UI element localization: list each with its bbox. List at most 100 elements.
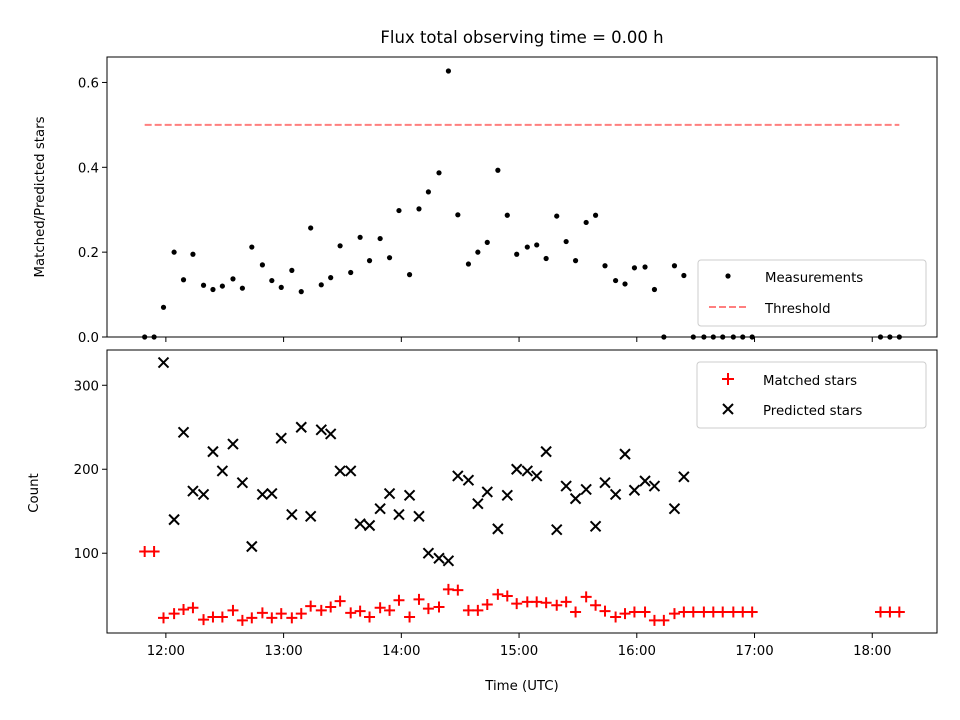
predicted-star-point <box>393 508 405 521</box>
measurement-point <box>219 283 225 289</box>
measurement-point <box>612 277 619 284</box>
measurement-point <box>386 255 393 261</box>
predicted-star-point <box>413 510 425 522</box>
measurement-point <box>602 263 608 269</box>
measurement-point <box>190 251 196 257</box>
predicted-star-point <box>324 428 337 440</box>
legend-measurements-label: Measurements <box>765 271 863 286</box>
measurement-point <box>348 269 354 276</box>
measurement-point <box>524 244 530 250</box>
measurement-point <box>681 272 687 279</box>
bottom-x-tick-label: 13:00 <box>264 644 302 659</box>
predicted-star-point <box>187 485 199 497</box>
measurement-point <box>160 304 167 310</box>
matched-star-point <box>148 546 160 558</box>
matched-star-point <box>521 596 533 608</box>
matched-star-point <box>413 593 425 605</box>
predicted-star-point <box>275 432 287 444</box>
bottom-axes-frame <box>106 349 938 634</box>
legend-measurements-marker <box>725 273 731 279</box>
predicted-star-point <box>383 487 396 500</box>
predicted-star-point <box>609 488 622 501</box>
bottom-y-axis-label: Count <box>27 473 42 513</box>
predicted-star-point <box>403 489 416 501</box>
top-legend-box <box>697 259 927 327</box>
predicted-star-point <box>266 487 278 500</box>
measurement-point <box>631 265 638 271</box>
matched-star-point <box>286 612 298 624</box>
predicted-star-point <box>363 519 376 532</box>
measurement-point <box>210 286 216 293</box>
measurement-point <box>337 243 343 249</box>
measurement-point <box>396 207 402 214</box>
measurement-point <box>366 258 373 264</box>
predicted-star-point <box>560 480 572 492</box>
matched-star-point <box>305 600 317 612</box>
legend-matched-label: Matched stars <box>763 374 857 389</box>
legend-predicted-marker <box>722 403 734 415</box>
measurement-point <box>534 242 540 248</box>
measurement-point <box>357 234 363 240</box>
top-y-tick-label: 0.4 <box>78 161 99 176</box>
measurement-point <box>328 275 334 281</box>
predicted-star-point <box>304 510 317 522</box>
matched-star-point <box>315 604 327 616</box>
matched-star-point <box>198 614 210 626</box>
top-y-axis-label: Matched/Predicted stars <box>33 116 48 277</box>
matched-star-point <box>216 611 228 623</box>
matched-star-point <box>256 607 268 619</box>
matched-star-point <box>481 598 493 610</box>
bottom-y-tick-label: 300 <box>74 379 99 394</box>
matched-star-point <box>246 612 258 624</box>
matched-star-point <box>727 606 739 618</box>
top-chart-title: Flux total observing time = 0.00 h <box>380 28 663 47</box>
bottom-plot-area: 100 200 300 12:00 13:00 14:00 15:00 16:00 17:00 1… <box>74 356 905 659</box>
matched-star-point <box>893 606 905 618</box>
bottom-x-tick-label: 18:00 <box>853 644 891 659</box>
bottom-x-tick-label: 16:00 <box>618 644 656 659</box>
matched-star-point <box>884 606 896 618</box>
measurement-point <box>249 244 255 250</box>
measurement-point <box>622 281 628 287</box>
predicted-star-point <box>157 356 170 369</box>
measurement-point <box>416 206 422 212</box>
matched-star-point <box>462 604 474 616</box>
bottom-x-axis-label: Time (UTC) <box>484 679 559 694</box>
predicted-star-point <box>344 465 357 477</box>
predicted-star-point <box>354 518 366 530</box>
predicted-star-point <box>481 486 493 498</box>
predicted-star-point <box>648 480 661 492</box>
measurement-point <box>308 225 314 231</box>
bottom-x-tick-label: 12:00 <box>147 644 185 659</box>
predicted-star-point <box>256 488 269 501</box>
matched-star-point <box>511 598 523 610</box>
matched-star-point <box>610 611 622 623</box>
measurement-point <box>465 261 472 267</box>
measurement-point <box>269 277 275 284</box>
matched-star-point <box>158 612 170 624</box>
bottom-x-tick-label: 15:00 <box>500 644 538 659</box>
predicted-star-point <box>197 488 210 501</box>
predicted-star-point <box>236 476 249 489</box>
matched-star-point <box>178 603 190 615</box>
matched-star-point <box>874 606 886 618</box>
matched-star-point <box>433 601 445 613</box>
bottom-x-tick-label: 17:00 <box>735 644 773 659</box>
matched-star-point <box>452 584 464 596</box>
matched-star-point <box>325 601 337 613</box>
predicted-star-point <box>216 465 229 477</box>
top-axes-frame <box>106 56 938 338</box>
predicted-star-point <box>422 547 435 559</box>
matched-star-point <box>187 602 199 614</box>
matched-star-point <box>698 606 710 618</box>
measurement-point <box>318 282 324 288</box>
predicted-star-point <box>639 475 651 487</box>
measurement-point <box>543 255 549 262</box>
measurement-point <box>504 212 510 218</box>
measurement-point <box>406 272 413 278</box>
measurement-point <box>642 264 648 270</box>
measurement-point <box>554 213 560 219</box>
matched-star-point <box>580 591 592 603</box>
matched-star-point <box>334 595 346 607</box>
